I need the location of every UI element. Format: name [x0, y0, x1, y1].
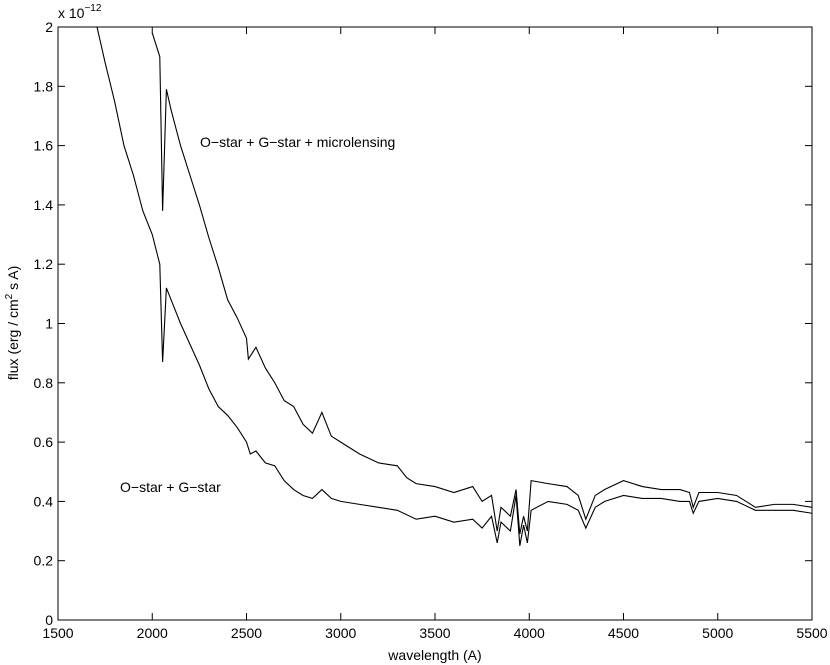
plot-frame — [57, 26, 813, 621]
y-axis-label: flux (erg / cm2 s A) — [4, 266, 21, 380]
x-tick-label: 4000 — [514, 625, 545, 641]
y-axis-label-sup: 2 — [4, 293, 15, 299]
y-axis-label-part: s A) — [5, 266, 21, 294]
annotation: O−star + G−star + microlensing — [200, 134, 395, 150]
y-tick-label: 1 — [45, 316, 53, 332]
x-tick-label: 2500 — [231, 625, 262, 641]
y-scale-label: x 10−12 — [58, 3, 102, 21]
y-tick-label: 0.6 — [34, 434, 54, 450]
y-scale-exponent: −12 — [84, 3, 101, 14]
x-tick-label: 5500 — [796, 625, 827, 641]
annotation: O−star + G−star — [120, 479, 221, 495]
data-line — [96, 27, 812, 546]
y-tick-label: 1.6 — [34, 138, 54, 154]
x-tick-label: 2000 — [137, 625, 168, 641]
y-tick-label: 1.4 — [34, 197, 54, 213]
y-tick-label: 1.8 — [34, 78, 54, 94]
x-tick-label: 3500 — [419, 625, 450, 641]
y-axis-label-part: flux (erg / cm — [5, 299, 21, 380]
y-tick-label: 0.8 — [34, 375, 54, 391]
y-tick-label: 1.2 — [34, 256, 54, 272]
y-scale-base: x 10 — [58, 5, 85, 21]
data-line — [151, 32, 812, 535]
x-tick-label: 3000 — [325, 625, 356, 641]
x-axis-label: wavelength (A) — [387, 647, 481, 663]
y-tick-label: 0.4 — [34, 493, 54, 509]
x-tick-label: 5000 — [702, 625, 733, 641]
x-tick-label: 1500 — [42, 625, 73, 641]
y-tick-label: 0 — [45, 612, 53, 628]
y-tick-label: 0.2 — [34, 553, 54, 569]
y-tick-label: 2 — [45, 19, 53, 35]
x-tick-label: 4500 — [608, 625, 639, 641]
